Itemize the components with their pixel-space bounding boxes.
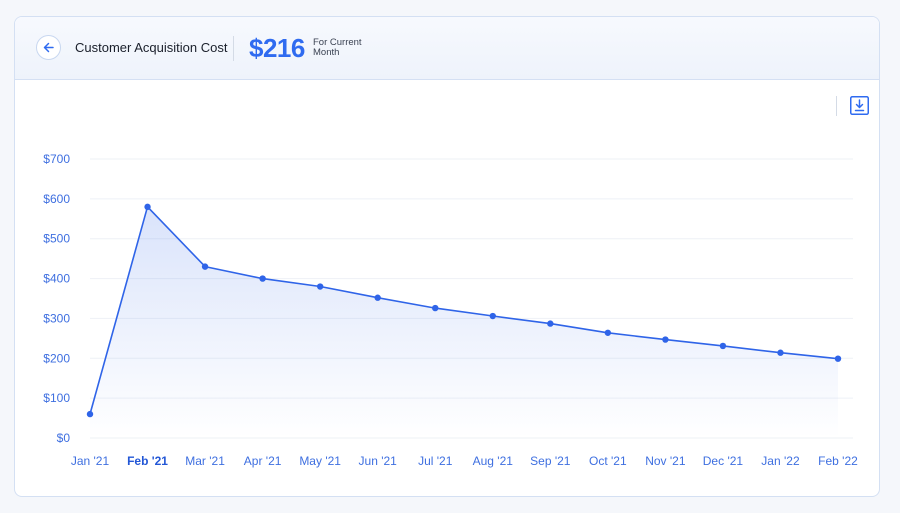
header-divider [233,36,234,61]
metric-caption-line1: For Current [313,37,362,48]
cac-card: Customer Acquisition Cost $216 For Curre… [14,16,880,497]
x-axis-ticks: Jan '21 Feb '21 Mar '21 Apr '21 May '21 Jun '… [71,454,858,468]
toolbar-divider [836,96,837,116]
y-tick-label: $600 [43,192,70,206]
data-points [86,203,842,418]
data-point[interactable] [374,294,381,301]
card-header: Customer Acquisition Cost $216 For Curre… [15,17,879,80]
page-title: Customer Acquisition Cost [75,40,228,55]
data-point[interactable] [604,329,612,336]
series-line-layer [89,206,839,415]
data-point[interactable] [777,349,784,356]
cac-line-chart: $0 $100 $200 $300 $400 $500 $600 $700 Jan '21 Fe… [43,152,858,468]
x-tick-label: May '21 [299,454,341,468]
arrow-left-icon [43,42,54,53]
x-tick-label: Oct '21 [589,454,627,468]
download-button[interactable] [850,96,869,115]
x-tick-label: Sep '21 [530,454,571,468]
y-tick-label: $200 [43,351,70,365]
data-point[interactable] [259,275,266,282]
series-line [89,206,839,415]
metric-caption: For Current Month [313,38,383,58]
x-tick-label: Nov '21 [645,454,686,468]
x-tick-label: Jan '21 [71,454,110,468]
data-point[interactable] [432,304,439,312]
y-tick-label: $100 [43,391,70,405]
x-tick-label: Jul '21 [418,454,453,468]
metric-caption-line2: Month [313,47,340,58]
data-point[interactable] [201,263,209,270]
data-point[interactable] [86,410,94,418]
x-tick-label: Dec '21 [703,454,744,468]
data-point[interactable] [144,203,151,211]
data-point[interactable] [834,355,842,362]
y-axis-ticks: $0 $100 $200 $300 $400 $500 $600 $700 [43,152,70,445]
x-tick-label: Aug '21 [473,454,514,468]
data-point[interactable] [489,312,496,320]
download-icon [850,96,869,115]
y-tick-label: $300 [43,311,70,325]
x-tick-label: Mar '21 [185,454,225,468]
current-month-metric: $216 [249,33,305,63]
data-point[interactable] [719,342,727,350]
y-tick-label: $500 [43,232,70,246]
data-point[interactable] [547,320,554,327]
area-fill-layer [90,206,838,438]
x-tick-label: Feb '21 [127,454,168,468]
y-tick-label: $400 [43,272,70,286]
y-tick-label: $0 [57,431,71,445]
x-tick-label: Feb '22 [818,454,858,468]
data-point[interactable] [316,283,324,290]
back-button[interactable] [36,35,61,60]
area-fill [90,206,838,438]
y-tick-label: $700 [43,152,70,166]
x-tick-label: Apr '21 [244,454,282,468]
data-point[interactable] [662,336,669,343]
x-tick-label: Jun '21 [359,454,398,468]
x-tick-label: Jan '22 [761,454,800,468]
